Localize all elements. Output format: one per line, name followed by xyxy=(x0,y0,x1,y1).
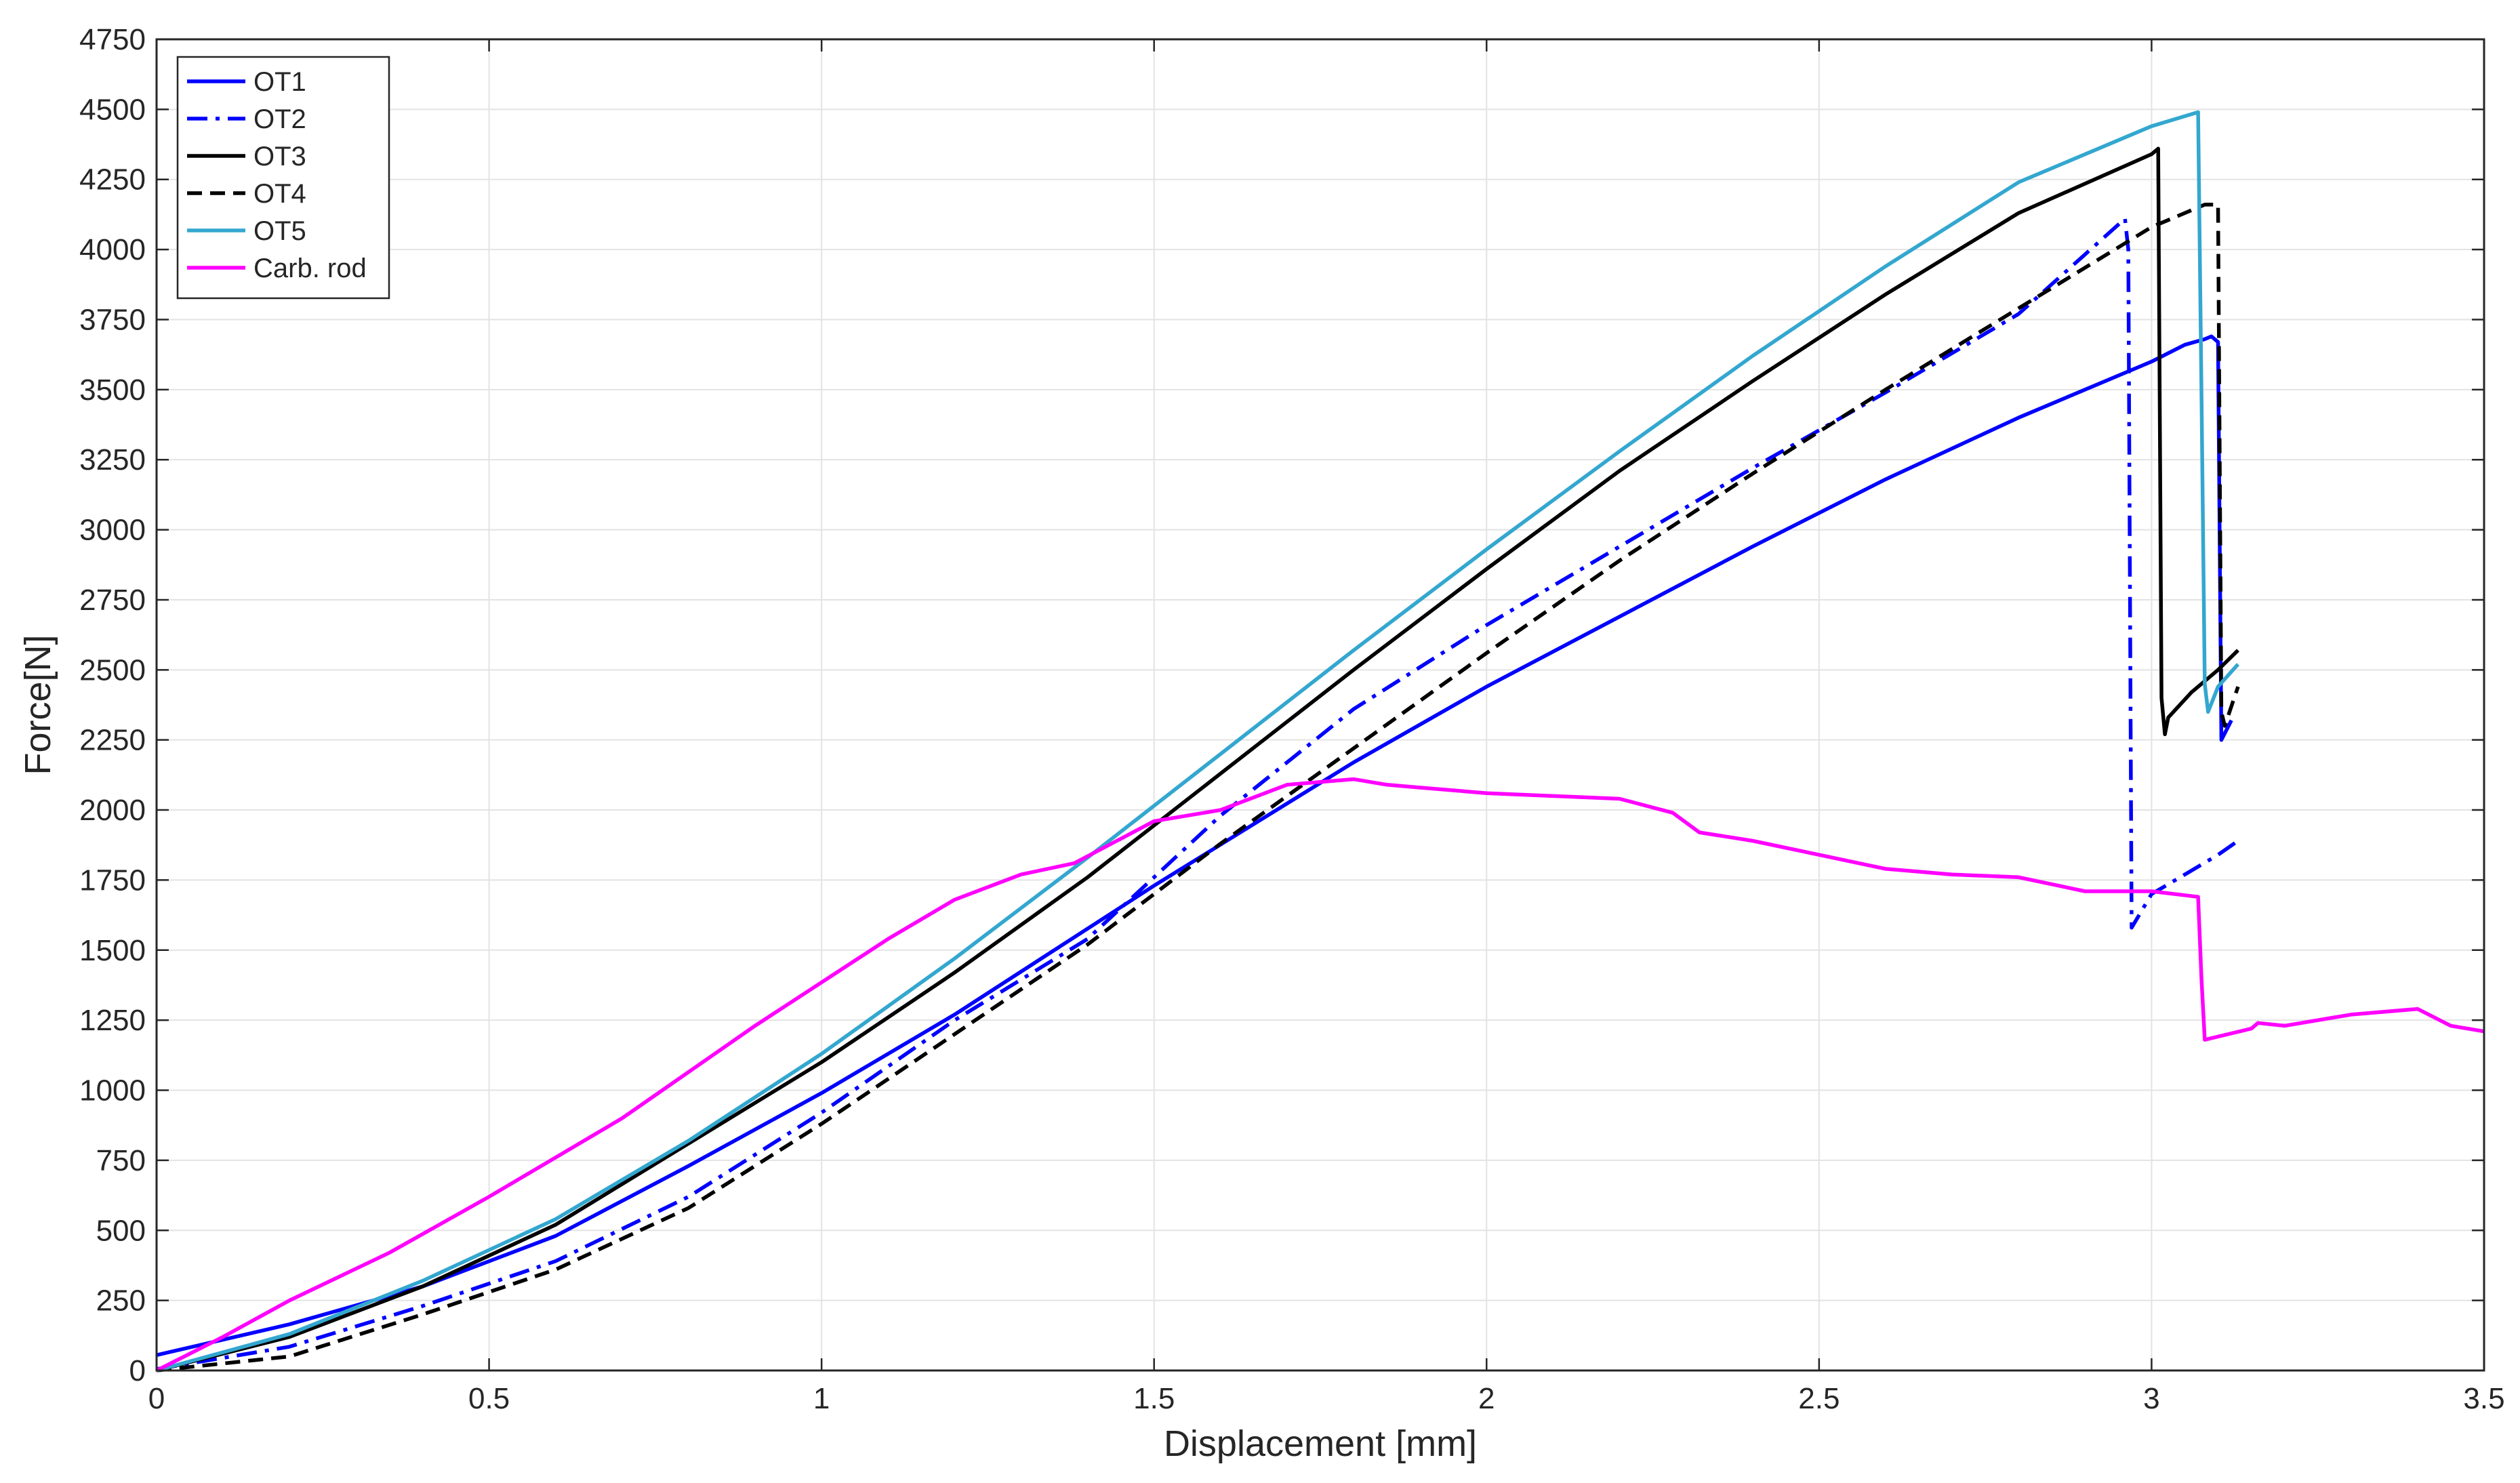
y-tick-label: 3500 xyxy=(79,373,146,407)
series-line-6 xyxy=(155,777,2485,1373)
series-lines xyxy=(155,110,2485,1373)
legend-label-4: OT4 xyxy=(253,179,306,209)
x-axis-label: Displacement [mm] xyxy=(1164,1423,1477,1464)
plot-frame xyxy=(155,38,2485,1372)
y-axis-label: Force[N] xyxy=(18,634,58,775)
y-tick-label: 1250 xyxy=(79,1004,146,1037)
x-tick-label: 2 xyxy=(1478,1382,1495,1415)
legend-label-6: Carb. rod xyxy=(253,253,367,283)
y-tick-label: 3250 xyxy=(79,443,146,476)
y-tick-label: 3000 xyxy=(79,514,146,547)
legend-label-5: OT5 xyxy=(253,216,306,246)
y-tick-label: 2750 xyxy=(79,584,146,617)
y-tick-label: 2000 xyxy=(79,794,146,827)
series-line-3 xyxy=(156,146,2239,1373)
series-line-1 xyxy=(156,334,2233,1357)
y-tick-label: 3750 xyxy=(79,303,146,336)
x-tick-label: 3 xyxy=(2143,1382,2159,1415)
x-tick-label: 2.5 xyxy=(1798,1382,1840,1415)
x-tick-label: 0 xyxy=(148,1382,165,1415)
y-tick-label: 1000 xyxy=(79,1074,146,1108)
x-tick-label: 1 xyxy=(813,1382,830,1415)
y-tick-label: 250 xyxy=(96,1284,146,1318)
y-tick-label: 4250 xyxy=(79,163,146,197)
y-tick-label: 1500 xyxy=(79,934,146,967)
axis-ticks: 0 0.5 1 1.5 2 2.5 3 3.5 0 250 500 750 1000 1250 1500 17… xyxy=(79,23,2504,1415)
x-tick-label: 0.5 xyxy=(468,1382,510,1415)
legend-box xyxy=(176,56,390,300)
series-line-4 xyxy=(156,203,2240,1373)
legend-label-1: OT1 xyxy=(253,67,306,97)
y-tick-label: 2250 xyxy=(79,724,146,757)
y-tick-label: 4000 xyxy=(79,233,146,266)
legend-label-3: OT3 xyxy=(253,142,306,171)
y-tick-label: 1750 xyxy=(79,864,146,897)
y-tick-label: 4500 xyxy=(79,93,146,126)
y-tick-label: 500 xyxy=(96,1214,146,1247)
series-line-2 xyxy=(156,216,2239,1371)
x-tick-label: 1.5 xyxy=(1133,1382,1175,1415)
y-tick-label: 750 xyxy=(96,1144,146,1177)
x-tick-label: 3.5 xyxy=(2463,1382,2504,1415)
y-tick-label: 4750 xyxy=(79,23,146,56)
legend: OT1 OT2 OT3 OT4 OT5 Carb. rod xyxy=(176,56,390,300)
legend-label-2: OT2 xyxy=(253,104,306,134)
y-tick-label: 2500 xyxy=(79,653,146,687)
y-tick-label: 0 xyxy=(129,1354,146,1387)
series-line-5 xyxy=(156,110,2240,1373)
